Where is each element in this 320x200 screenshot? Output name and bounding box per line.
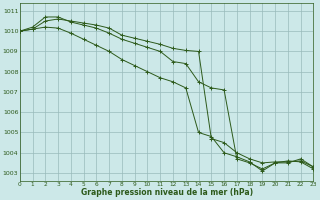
X-axis label: Graphe pression niveau de la mer (hPa): Graphe pression niveau de la mer (hPa) — [81, 188, 253, 197]
